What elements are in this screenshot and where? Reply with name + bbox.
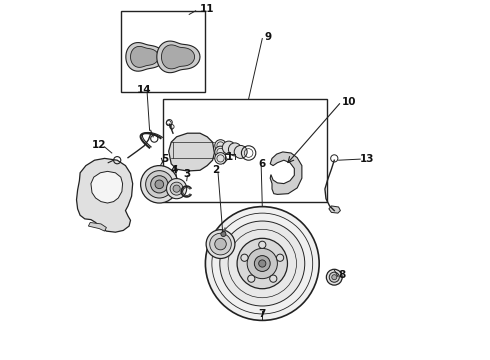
Polygon shape: [329, 206, 341, 213]
Polygon shape: [126, 42, 164, 71]
Text: 1: 1: [226, 152, 234, 162]
Text: 4: 4: [170, 165, 177, 175]
Polygon shape: [88, 222, 106, 231]
Text: 2: 2: [212, 165, 219, 175]
Circle shape: [155, 180, 164, 189]
Circle shape: [276, 254, 284, 261]
Circle shape: [220, 221, 305, 306]
Polygon shape: [76, 158, 133, 232]
Circle shape: [210, 233, 231, 255]
Circle shape: [170, 182, 183, 195]
Circle shape: [215, 238, 226, 250]
Text: 8: 8: [339, 270, 346, 280]
Circle shape: [215, 146, 226, 158]
Polygon shape: [130, 46, 159, 67]
Circle shape: [141, 166, 178, 203]
Text: 3: 3: [184, 168, 191, 179]
Text: 12: 12: [92, 140, 106, 150]
Circle shape: [254, 256, 270, 271]
Circle shape: [222, 141, 235, 154]
Circle shape: [146, 171, 173, 198]
Circle shape: [326, 269, 342, 285]
Circle shape: [173, 185, 180, 192]
Text: 9: 9: [265, 32, 272, 42]
Circle shape: [247, 275, 255, 282]
Bar: [121, 11, 205, 92]
Circle shape: [205, 207, 319, 320]
Polygon shape: [169, 133, 215, 171]
Polygon shape: [91, 171, 122, 203]
Circle shape: [270, 275, 277, 282]
Circle shape: [215, 140, 226, 151]
Circle shape: [332, 275, 337, 280]
Text: 7: 7: [259, 309, 266, 319]
Text: 13: 13: [360, 154, 374, 164]
Polygon shape: [157, 41, 200, 73]
Circle shape: [167, 179, 187, 199]
Text: 10: 10: [342, 96, 357, 107]
Circle shape: [259, 241, 266, 248]
Circle shape: [228, 143, 242, 156]
Circle shape: [151, 176, 168, 193]
Circle shape: [247, 248, 277, 279]
Polygon shape: [270, 152, 302, 194]
Text: 14: 14: [137, 85, 151, 95]
Text: 11: 11: [200, 4, 215, 14]
Circle shape: [215, 153, 226, 164]
Circle shape: [259, 260, 266, 267]
Text: 6: 6: [259, 159, 266, 169]
Bar: [163, 99, 327, 202]
Text: 5: 5: [162, 154, 169, 164]
Polygon shape: [162, 45, 195, 69]
Circle shape: [221, 231, 226, 237]
Circle shape: [206, 230, 235, 258]
Circle shape: [241, 254, 248, 261]
Circle shape: [329, 272, 339, 282]
Circle shape: [237, 238, 288, 289]
Circle shape: [234, 145, 247, 158]
